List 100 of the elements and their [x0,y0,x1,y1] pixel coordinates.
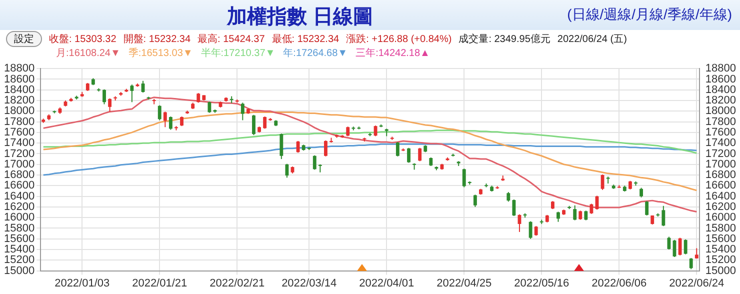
y-tick-label: 15400 [4,244,35,256]
text: (日線/週線/月線/季線/年線) [567,6,732,24]
text: 開盤: 15232.34 [123,33,191,46]
candlestick [473,194,477,208]
y2-tick-label: 16400 [705,190,736,202]
y2-tick-label: 17800 [705,116,736,128]
y-tick-label: 16600 [4,180,35,192]
y-tick-label: 18600 [4,73,35,86]
candlestick [418,147,422,162]
y-tick-label: 18200 [4,94,35,107]
y-tick-label: 16800 [4,169,35,182]
x-tick-label: 2022/06/06 [592,277,647,290]
chart-title: 加權指數 日線圖 [227,6,373,28]
candlestick [462,168,466,188]
y2-tick-label: 16600 [705,180,736,192]
text: 最低: 15232.34 [272,33,340,46]
y-tick-label: 16000 [4,212,35,224]
candlestick [506,192,510,202]
candlestick [512,199,516,216]
candlestick [130,84,134,103]
y-tick-label: 18800 [4,62,35,75]
text: 年:17264.68▼ [283,48,348,60]
y2-tick-label: 16200 [705,200,736,213]
text: 半年:17210.37▼ [200,48,276,60]
y2-tick-label: 15400 [705,244,736,256]
candlestick [684,238,688,255]
x-tick-label: 2022/04/01 [359,277,414,290]
y2-tick-label: 15600 [705,232,736,245]
y-tick-label: 15000 [4,264,35,277]
y2-tick-label: 18400 [705,84,736,96]
text: 漲跌: +126.88 (+0.84%) [346,32,452,46]
text: 成交量: 2349.95億元 [458,32,550,46]
y-tick-label: 17400 [4,137,35,150]
candlestick [180,116,184,127]
candlestick [578,210,582,220]
candlestick [324,140,328,157]
x-tick-label: 2022/02/21 [210,277,265,290]
legend-label: 三年:14242.18▲ [356,48,430,60]
y-tick-label: 15800 [4,222,35,234]
text: 設定 [6,31,42,47]
y2-tick-label: 17400 [705,137,736,150]
candlestick [312,154,316,170]
y2-tick-label: 17000 [705,158,736,170]
x-tick-label: 2022/05/16 [514,277,570,290]
candlestick [640,187,643,198]
y-tick-label: 16200 [4,200,35,213]
y2-tick-label: 15000 [705,264,736,277]
candlestick [407,147,410,164]
candlestick [396,142,400,157]
y2-tick-label: 18000 [705,105,736,118]
text: 收盤: 15303.32 [49,33,116,46]
candlestick [102,88,106,105]
candlestick [528,220,532,240]
candlestick [263,116,267,130]
y-tick-label: 17600 [4,126,35,138]
candlestick [590,203,594,214]
candlestick [694,248,698,259]
x-tick-label: 2022/06/24 [669,277,724,290]
y2-tick-label: 18600 [705,73,736,86]
text: 最高: 15424.37 [198,32,265,46]
candlestick [689,258,693,268]
y-tick-label: 18400 [4,84,35,96]
candlestick [196,92,200,104]
candlestick [667,236,671,250]
candlestick [163,111,167,128]
candlestick [168,116,172,130]
candlestick [285,163,289,178]
candlestick [374,125,378,137]
y2-tick-label: 15200 [705,254,736,266]
candlestick [280,133,284,160]
candlestick [108,98,112,112]
x-tick-label: 2022/01/03 [54,277,110,290]
y2-tick-label: 18800 [705,62,736,75]
candlestick [556,211,560,222]
y-tick-label: 15600 [4,232,35,245]
candlestick [252,114,256,136]
candlestick [573,204,577,221]
text: 月:16108.24▼ [56,48,120,60]
y2-tick-label: 15800 [705,222,736,234]
candlestick [208,101,212,114]
y2-tick-label: 18200 [705,94,736,107]
x-tick-label: 2022/03/14 [282,277,337,290]
candlestick [346,126,350,137]
candlestick [645,200,649,216]
y-tick-label: 15200 [4,254,35,266]
candlestick [662,205,666,227]
y-tick-label: 17800 [4,116,35,128]
candlestick [678,237,682,256]
candlestick [240,102,244,121]
text: 季:16513.03▼ [128,48,193,60]
y2-tick-label: 17600 [705,126,736,138]
y-tick-label: 17200 [4,148,35,160]
y2-tick-label: 16800 [705,169,736,182]
candlestick [158,104,162,121]
candlestick [584,210,588,221]
y2-tick-label: 17200 [705,148,736,160]
y2-tick-label: 16000 [705,212,736,224]
text: 2022/06/24 (五) [557,33,627,46]
x-tick-label: 2022/04/25 [436,277,492,290]
y-tick-label: 16400 [4,190,35,202]
